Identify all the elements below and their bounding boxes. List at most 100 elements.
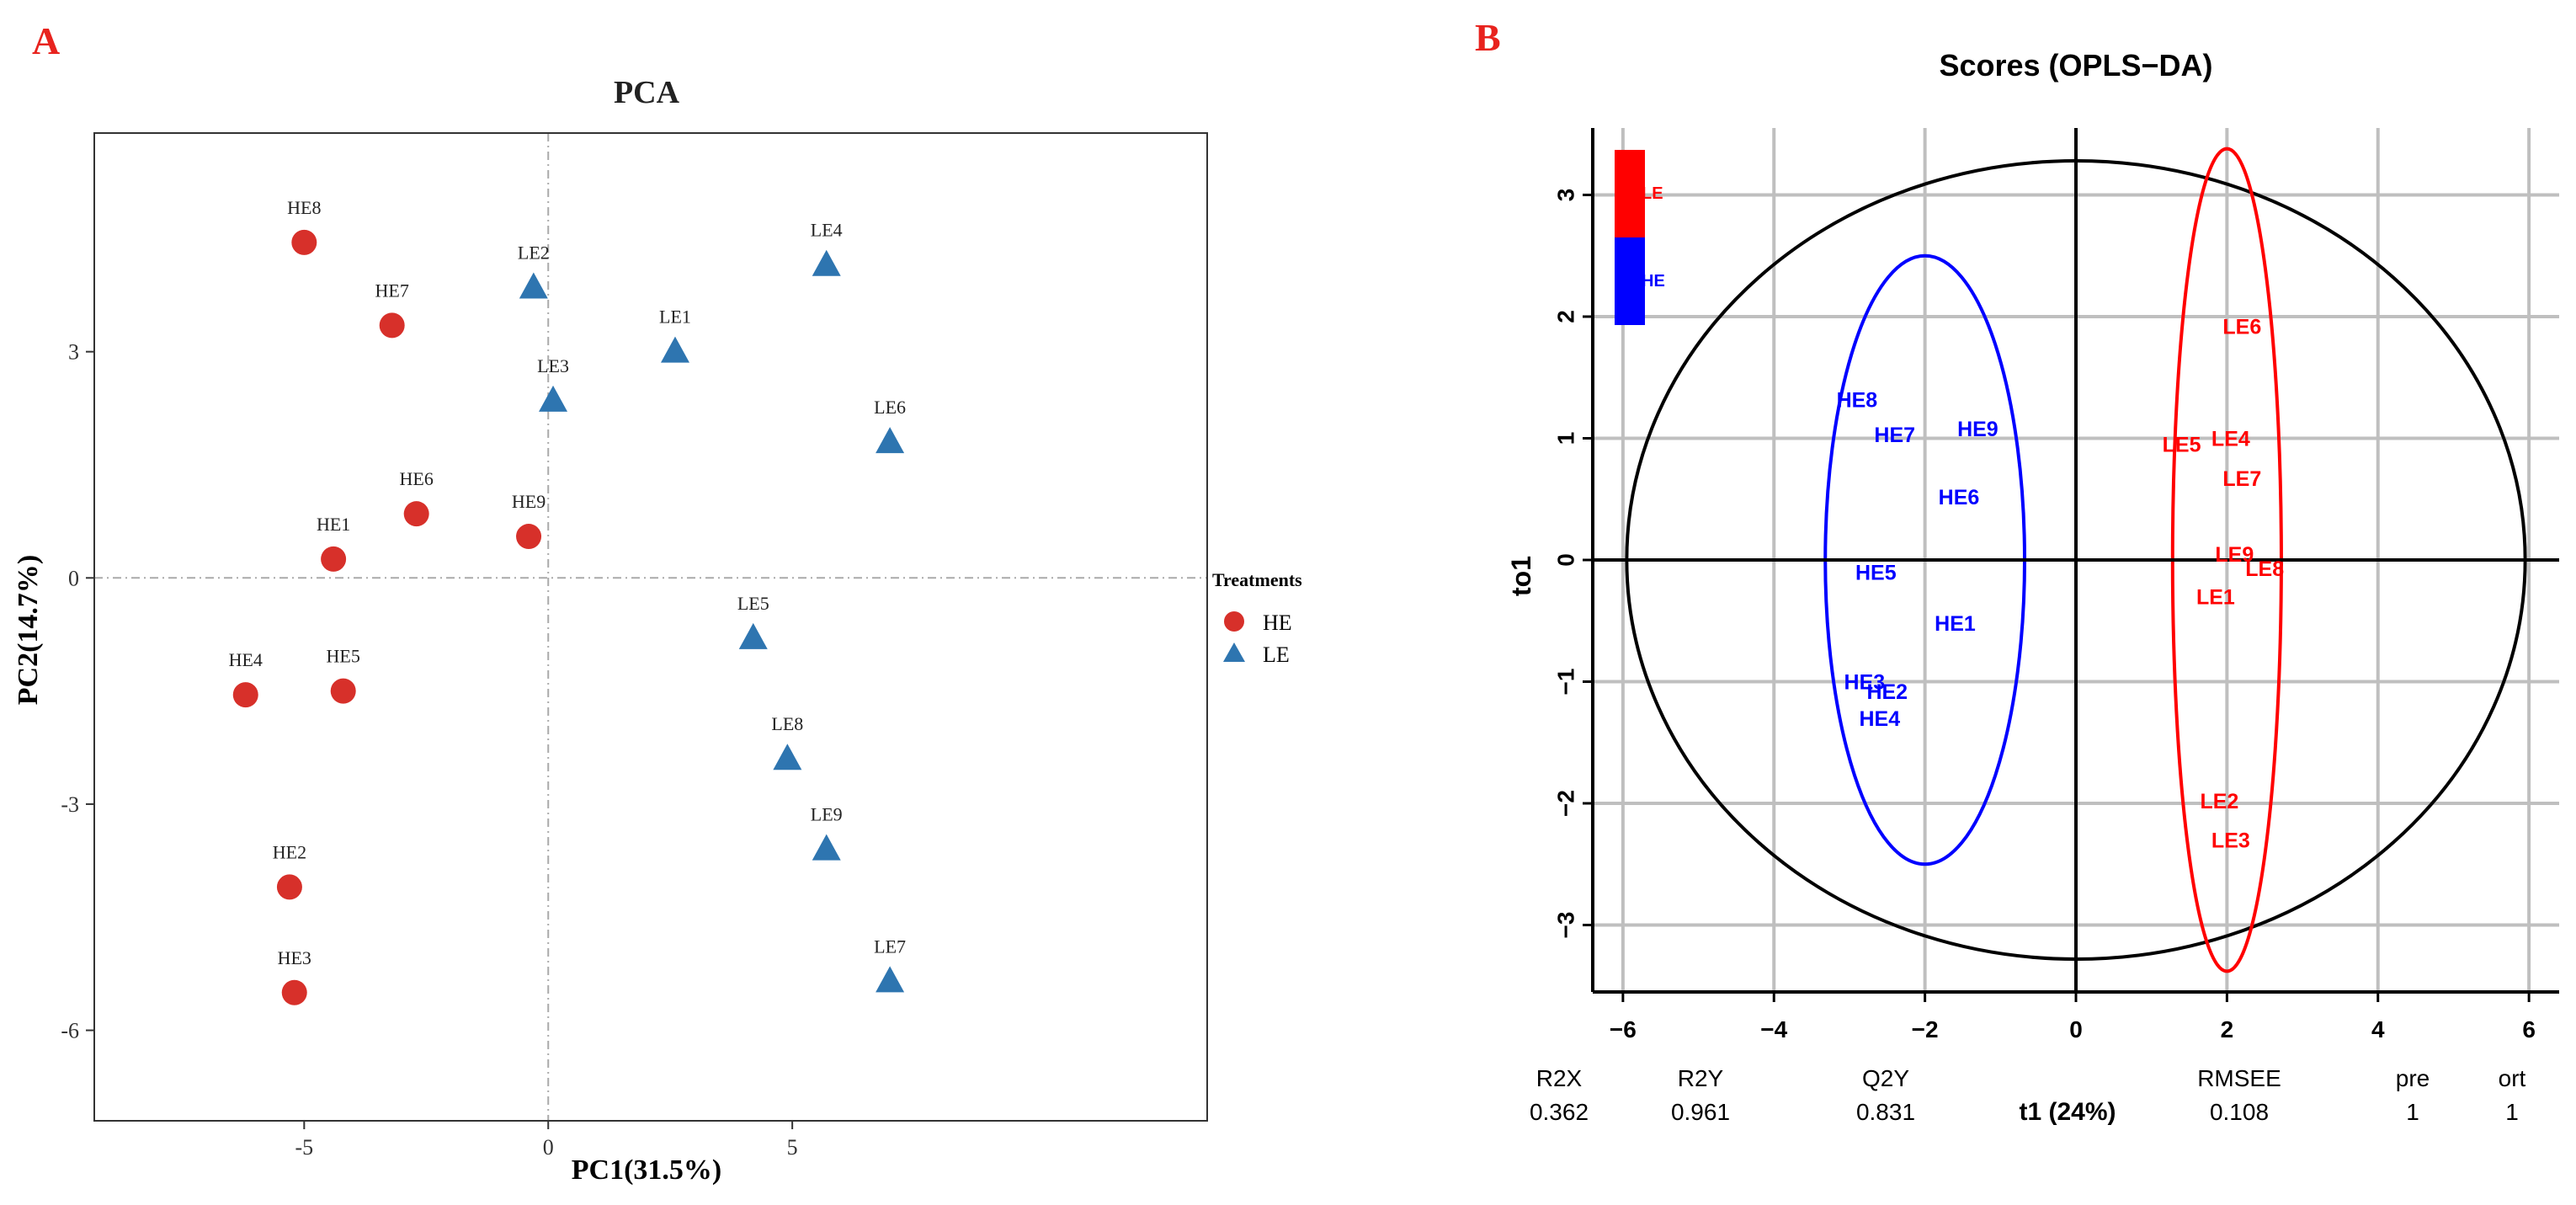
pca-axes: -5 0 5 -6 -3 0 3	[61, 340, 797, 1160]
opls-y-axis-label: to1	[1506, 556, 1536, 596]
pca-x-axis-label: PC1(31.5%)	[572, 1154, 721, 1186]
opls-legend: LE HE	[1615, 150, 1665, 325]
opls-x-tick-label: −6	[1610, 1016, 1637, 1042]
pca-point-he4	[232, 682, 258, 708]
opls-y-tick-label: −2	[1552, 790, 1578, 817]
panel-label-a: A	[32, 19, 60, 62]
pca-point-label-he3: HE3	[278, 947, 311, 968]
pca-point-he6	[403, 501, 429, 527]
opls-point-label-le7: LE7	[2222, 467, 2261, 491]
opls-y-tick-label: −3	[1552, 912, 1578, 939]
opls-point-label-le2: LE2	[2200, 790, 2238, 813]
opls-x-tick-label: −2	[1912, 1016, 1939, 1042]
pca-point-label-he4: HE4	[229, 649, 263, 670]
opls-x-tick-label: 0	[2069, 1016, 2083, 1042]
pca-plot-frame	[93, 132, 1208, 1122]
opls-stat-value-q2y: 0.831	[1856, 1099, 1915, 1125]
opls-stat-value-rmsee: 0.108	[2210, 1099, 2269, 1125]
opls-stat-name-rmsee: RMSEE	[2197, 1065, 2281, 1091]
pca-x-tick-label: -5	[295, 1135, 313, 1160]
pca-point-le3	[539, 385, 568, 412]
opls-title: Scores (OPLS−DA)	[1939, 48, 2212, 83]
pca-legend-title: Treatments	[1212, 569, 1302, 590]
opls-y-tick-label: 0	[1552, 553, 1578, 567]
pca-y-tick-label: -6	[61, 1019, 79, 1043]
opls-axes: −6 −4 −2 0 2 4 6 −3 −2 −1 0 1 2 3	[1552, 128, 2559, 1042]
pca-point-label-he1: HE1	[317, 514, 350, 535]
opls-stat-name-r2x: R2X	[1536, 1065, 1583, 1091]
pca-point-le6	[876, 427, 905, 454]
pca-point-label-le4: LE4	[811, 220, 843, 241]
opls-point-label-le8: LE8	[2245, 557, 2284, 581]
pca-y-axis-label: PC2(14.7%)	[13, 555, 44, 705]
pca-y-tick-label: 0	[68, 566, 79, 590]
opls-reference-lines	[1593, 128, 2559, 992]
opls-legend-le-label: LE	[1642, 184, 1663, 203]
pca-y-tick-label: -3	[61, 792, 79, 817]
pca-point-le5	[738, 622, 768, 649]
opls-x-tick-label: 2	[2221, 1016, 2234, 1042]
opls-stat-name-r2y: R2Y	[1678, 1065, 1724, 1091]
pca-point-label-he6: HE6	[400, 468, 434, 489]
opls-stat-name-pre: pre	[2396, 1065, 2430, 1091]
opls-point-label-le6: LE6	[2222, 316, 2261, 339]
opls-legend-le-swatch	[1615, 150, 1645, 237]
pca-point-label-le9: LE9	[811, 804, 843, 825]
opls-point-label-he4: HE4	[1859, 707, 1900, 731]
opls-panel: Scores (OPLS−DA) HE1HE2HE3HE4HE5HE6HE7HE…	[1506, 48, 2559, 1126]
pca-x-tick-label: 5	[787, 1135, 798, 1160]
opls-stats-footer: R2X 0.362 R2Y 0.961 Q2Y 0.831 RMSEE 0.108 pre 1 or…	[1530, 1065, 2526, 1125]
pca-point-label-le8: LE8	[771, 713, 803, 734]
opls-y-tick-label: 1	[1552, 432, 1578, 445]
pca-point-label-le2: LE2	[518, 243, 550, 264]
pca-point-le1	[660, 336, 689, 363]
opls-point-label-he6: HE6	[1939, 486, 1980, 509]
pca-point-he1	[321, 546, 347, 572]
pca-reference-lines	[94, 133, 1207, 1121]
pca-point-label-le5: LE5	[737, 593, 769, 614]
opls-stat-name-ort: ort	[2499, 1065, 2526, 1091]
opls-legend-he-swatch	[1615, 237, 1645, 325]
pca-point-label-le7: LE7	[874, 936, 906, 957]
opls-x-tick-label: 6	[2522, 1016, 2536, 1042]
opls-point-label-le5: LE5	[2163, 434, 2201, 457]
opls-y-tick-label: −1	[1552, 669, 1578, 696]
opls-point-label-he9: HE9	[1957, 418, 1999, 441]
opls-stat-name-q2y: Q2Y	[1862, 1065, 1909, 1091]
pca-point-le9	[812, 834, 841, 861]
pca-points: HE1 HE2 HE3 HE4 HE5 HE6 HE7 HE8 HE9 LE1 LE2 LE3 LE4 L…	[229, 197, 906, 1005]
opls-point-label-he2: HE2	[1866, 680, 1908, 704]
pca-legend-le-label: LE	[1263, 642, 1290, 667]
pca-point-he9	[516, 524, 542, 550]
opls-point-label-he1: HE1	[1935, 612, 1976, 636]
opls-point-label-le4: LE4	[2211, 427, 2250, 451]
pca-legend: Treatments HE LE	[1212, 569, 1302, 667]
opls-point-label-le3: LE3	[2211, 829, 2250, 852]
pca-point-he3	[281, 979, 307, 1005]
pca-point-label-le3: LE3	[537, 355, 569, 376]
pca-point-label-he8: HE8	[287, 197, 321, 218]
opls-y-tick-label: 3	[1552, 189, 1578, 202]
pca-point-label-he9: HE9	[512, 491, 546, 512]
opls-x-tick-label: 4	[2371, 1016, 2385, 1042]
pca-x-tick-label: 0	[543, 1135, 554, 1160]
pca-point-label-le6: LE6	[874, 397, 906, 418]
opls-point-label-he5: HE5	[1855, 561, 1897, 584]
opls-stat-value-ort: 1	[2505, 1099, 2519, 1125]
panel-label-b: B	[1475, 16, 1501, 59]
pca-point-label-he7: HE7	[375, 280, 409, 301]
pca-point-label-le1: LE1	[659, 307, 691, 328]
opls-legend-he-label: HE	[1642, 272, 1665, 291]
pca-legend-le-marker	[1223, 642, 1245, 662]
pca-point-label-he2: HE2	[273, 841, 306, 862]
opls-point-label-le9: LE9	[2215, 543, 2254, 567]
opls-x-tick-label: −4	[1760, 1016, 1787, 1042]
pca-point-label-he5: HE5	[327, 646, 360, 667]
opls-stat-value-r2y: 0.961	[1671, 1099, 1730, 1125]
pca-point-he7	[379, 312, 405, 339]
pca-point-he8	[291, 229, 317, 255]
opls-stat-value-r2x: 0.362	[1530, 1099, 1589, 1125]
